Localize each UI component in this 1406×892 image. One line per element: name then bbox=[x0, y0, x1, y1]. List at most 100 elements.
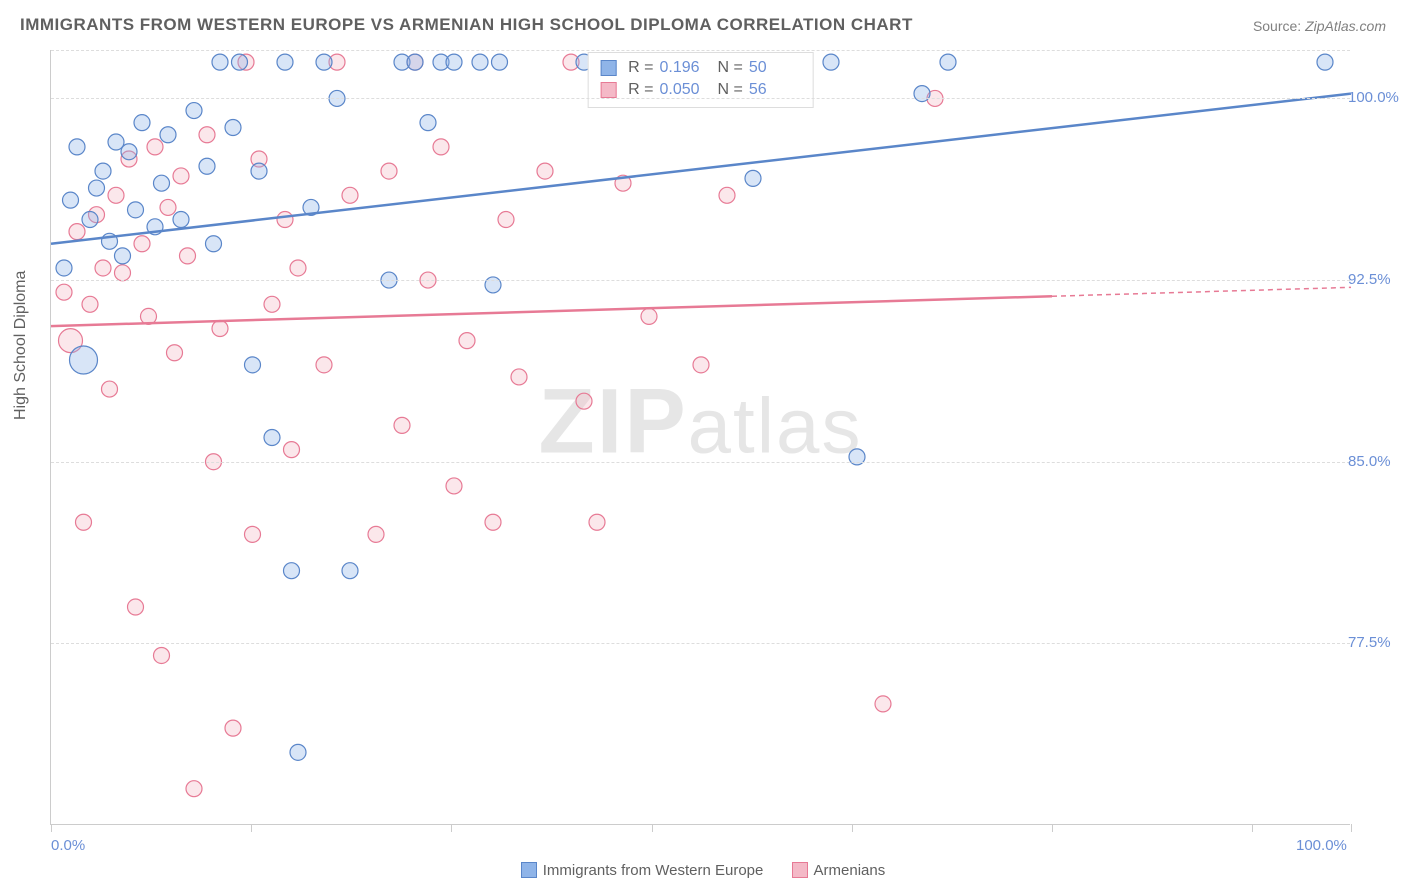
legend-item-0: Immigrants from Western Europe bbox=[521, 862, 764, 879]
n-label: N = bbox=[718, 59, 743, 77]
data-point bbox=[212, 54, 228, 70]
data-point bbox=[823, 54, 839, 70]
data-point bbox=[693, 357, 709, 373]
y-tick-label: 77.5% bbox=[1348, 634, 1406, 651]
data-point bbox=[576, 393, 592, 409]
data-point bbox=[102, 381, 118, 397]
data-point bbox=[342, 563, 358, 579]
x-tick bbox=[852, 824, 853, 832]
data-point bbox=[199, 127, 215, 143]
data-point bbox=[511, 369, 527, 385]
data-point bbox=[498, 212, 514, 228]
data-point bbox=[173, 212, 189, 228]
data-point bbox=[76, 514, 92, 530]
data-point bbox=[115, 265, 131, 281]
x-tick bbox=[51, 824, 52, 832]
data-point bbox=[154, 175, 170, 191]
data-point bbox=[199, 158, 215, 174]
data-point bbox=[284, 563, 300, 579]
data-point bbox=[95, 260, 111, 276]
trend-line bbox=[51, 296, 1052, 326]
data-point bbox=[82, 212, 98, 228]
data-point bbox=[264, 296, 280, 312]
gridline-h bbox=[51, 643, 1350, 644]
data-point bbox=[342, 187, 358, 203]
data-point bbox=[245, 357, 261, 373]
y-tick-label: 92.5% bbox=[1348, 271, 1406, 288]
data-point bbox=[232, 54, 248, 70]
data-point bbox=[95, 163, 111, 179]
data-point bbox=[459, 333, 475, 349]
r-value-1: 0.050 bbox=[660, 81, 712, 99]
data-point bbox=[316, 357, 332, 373]
data-point bbox=[82, 296, 98, 312]
r-label: R = bbox=[628, 81, 653, 99]
legend-label-1: Armenians bbox=[814, 862, 886, 879]
n-label: N = bbox=[718, 81, 743, 99]
x-tick bbox=[652, 824, 653, 832]
gridline-h bbox=[51, 280, 1350, 281]
data-point bbox=[206, 236, 222, 252]
data-point bbox=[420, 115, 436, 131]
data-point bbox=[69, 139, 85, 155]
data-point bbox=[407, 54, 423, 70]
x-tick bbox=[1052, 824, 1053, 832]
data-point bbox=[108, 187, 124, 203]
legend-swatch-1 bbox=[792, 862, 808, 878]
data-point bbox=[180, 248, 196, 264]
legend-item-1: Armenians bbox=[792, 862, 886, 879]
legend-swatch-0 bbox=[521, 862, 537, 878]
gridline-h bbox=[51, 98, 1350, 99]
data-point bbox=[134, 115, 150, 131]
stats-row-0: R = 0.196 N = 50 bbox=[600, 57, 801, 79]
data-point bbox=[277, 54, 293, 70]
data-point bbox=[940, 54, 956, 70]
data-point bbox=[56, 284, 72, 300]
r-label: R = bbox=[628, 59, 653, 77]
r-value-0: 0.196 bbox=[660, 59, 712, 77]
correlation-chart: IMMIGRANTS FROM WESTERN EUROPE VS ARMENI… bbox=[0, 0, 1406, 892]
data-point bbox=[368, 526, 384, 542]
data-point bbox=[446, 54, 462, 70]
y-axis-label: High School Diploma bbox=[12, 271, 30, 420]
data-point bbox=[316, 54, 332, 70]
data-point bbox=[251, 163, 267, 179]
data-point bbox=[875, 696, 891, 712]
data-point bbox=[290, 744, 306, 760]
gridline-h bbox=[51, 50, 1350, 51]
data-point bbox=[186, 103, 202, 119]
data-point bbox=[492, 54, 508, 70]
data-point bbox=[433, 139, 449, 155]
data-point bbox=[128, 599, 144, 615]
data-point bbox=[472, 54, 488, 70]
data-point bbox=[264, 430, 280, 446]
stats-legend: R = 0.196 N = 50 R = 0.050 N = 56 bbox=[587, 52, 814, 108]
n-value-0: 50 bbox=[749, 59, 801, 77]
data-point bbox=[160, 199, 176, 215]
data-point bbox=[212, 321, 228, 337]
x-tick bbox=[451, 824, 452, 832]
data-point bbox=[446, 478, 462, 494]
data-point bbox=[225, 720, 241, 736]
data-point bbox=[537, 163, 553, 179]
n-value-1: 56 bbox=[749, 81, 801, 99]
data-point bbox=[134, 236, 150, 252]
data-point bbox=[277, 212, 293, 228]
data-point bbox=[485, 514, 501, 530]
swatch-series-1 bbox=[600, 82, 616, 98]
data-point bbox=[115, 248, 131, 264]
data-point bbox=[641, 308, 657, 324]
chart-title: IMMIGRANTS FROM WESTERN EUROPE VS ARMENI… bbox=[20, 15, 913, 35]
series-legend: Immigrants from Western Europe Armenians bbox=[0, 862, 1406, 883]
data-point bbox=[56, 260, 72, 276]
data-point bbox=[63, 192, 79, 208]
data-point bbox=[186, 781, 202, 797]
data-point bbox=[160, 127, 176, 143]
data-point bbox=[745, 170, 761, 186]
x-tick bbox=[1252, 824, 1253, 832]
data-point bbox=[1317, 54, 1333, 70]
data-point bbox=[69, 224, 85, 240]
legend-label-0: Immigrants from Western Europe bbox=[543, 862, 764, 879]
trend-line-extrapolated bbox=[1052, 287, 1351, 296]
source-label: Source: bbox=[1253, 18, 1301, 34]
